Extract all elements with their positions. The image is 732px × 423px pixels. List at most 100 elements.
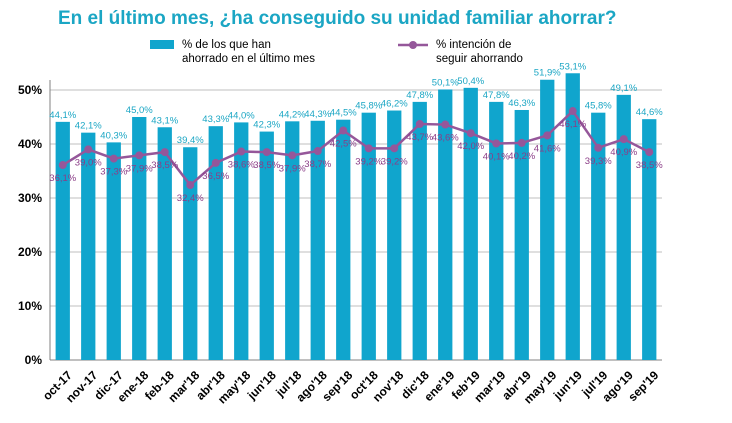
bar-data-label: 46,2%: [381, 99, 408, 110]
bar-data-label: 44,1%: [49, 110, 76, 121]
line-point: [186, 181, 195, 190]
bar-data-label: 47,8%: [406, 90, 433, 101]
line-point: [364, 144, 373, 153]
bar: [234, 122, 249, 361]
legend-marker-line: [409, 41, 417, 49]
bar: [259, 131, 274, 360]
legend-label-line: seguir ahorrando: [436, 53, 523, 65]
bar-data-label: 44,6%: [636, 107, 663, 118]
line-data-label: 40,1%: [483, 151, 510, 162]
bar-data-label: 45,8%: [355, 101, 382, 112]
line-point: [84, 145, 93, 154]
line-data-label: 38,5%: [151, 160, 178, 171]
bar: [361, 112, 376, 361]
bar: [463, 87, 478, 360]
line-point: [160, 148, 169, 157]
bar-data-label: 44,2%: [279, 109, 306, 120]
line-point: [262, 148, 271, 157]
bar-data-label: 44,5%: [330, 108, 357, 119]
bar-data-label: 43,3%: [202, 114, 229, 125]
bar-data-label: 39,4%: [177, 135, 204, 146]
y-tick-label: 50%: [18, 83, 42, 97]
bar-data-label: 43,1%: [151, 115, 178, 126]
line-data-label: 40,2%: [508, 151, 535, 162]
line-point: [313, 147, 322, 156]
line-point: [492, 139, 501, 148]
line-point: [135, 151, 144, 160]
bar: [132, 117, 147, 360]
line-data-label: 41,6%: [534, 143, 561, 154]
bar-data-label: 50,1%: [432, 77, 459, 88]
line-point: [390, 144, 399, 153]
bar-data-label: 40,3%: [100, 130, 127, 141]
line-data-label: 46,1%: [559, 119, 586, 130]
line-point: [288, 151, 297, 160]
bar: [183, 147, 198, 360]
line-data-label: 42,0%: [457, 141, 484, 152]
y-tick-label: 0%: [25, 353, 43, 367]
bar: [616, 94, 631, 361]
legend-label-line: % intención de: [436, 39, 511, 51]
line-data-label: 39,3%: [585, 156, 612, 167]
bar: [438, 89, 453, 361]
bar-data-label: 42,3%: [253, 120, 280, 131]
series-line: [62, 109, 650, 187]
line-data-label: 43,6%: [432, 133, 459, 144]
bar-data-label: 53,1%: [559, 61, 586, 72]
bar: [336, 119, 351, 360]
line-point: [619, 135, 628, 144]
line-data-label: 42,5%: [330, 139, 357, 150]
line-point: [441, 120, 450, 129]
bar: [565, 73, 580, 360]
bar: [157, 127, 172, 360]
line-data-label: 38,7%: [304, 159, 331, 170]
bar: [81, 132, 96, 360]
bar: [540, 79, 555, 361]
line-data-label: 40,9%: [610, 147, 637, 158]
line-data-label: 38,5%: [253, 160, 280, 171]
legend-swatch-bars: [150, 40, 174, 49]
line-point: [237, 147, 246, 156]
y-tick-label: 20%: [18, 245, 42, 259]
x-tick-label: jun'19: [550, 368, 585, 403]
line-point: [211, 158, 220, 167]
line-data-label: 39,2%: [355, 156, 382, 167]
bar: [310, 120, 325, 360]
bar: [285, 121, 300, 360]
bar: [642, 119, 657, 360]
y-tick-label: 30%: [18, 191, 42, 205]
bar-data-label: 42,1%: [75, 121, 102, 132]
line-point: [543, 131, 552, 140]
legend-label-bars: % de los que han: [182, 39, 271, 51]
bar: [55, 121, 70, 360]
line-data-label: 43,7%: [406, 132, 433, 143]
bar: [208, 126, 223, 361]
bar-data-label: 50,4%: [457, 76, 484, 87]
bar: [514, 109, 529, 360]
line-point: [645, 148, 654, 157]
bar: [489, 101, 504, 360]
line-data-label: 39,2%: [381, 156, 408, 167]
line-data-label: 37,9%: [279, 163, 306, 174]
bar-data-label: 44,0%: [228, 110, 255, 121]
line-point: [415, 120, 424, 129]
bar: [412, 101, 427, 360]
line-point: [568, 107, 577, 116]
line-data-label: 36,5%: [202, 171, 229, 182]
bar-data-label: 44,3%: [304, 109, 331, 120]
y-tick-label: 10%: [18, 299, 42, 313]
bar-data-label: 47,8%: [483, 90, 510, 101]
line-point: [594, 143, 603, 152]
legend-label-bars: ahorrado en el último mes: [182, 53, 315, 65]
line-data-label: 36,1%: [49, 173, 76, 184]
line-data-label: 37,3%: [100, 167, 127, 178]
line-data-label: 37,9%: [126, 163, 153, 174]
y-tick-label: 40%: [18, 137, 42, 151]
line-point: [466, 129, 475, 138]
bar-data-label: 51,9%: [534, 68, 561, 79]
line-data-label: 39,0%: [75, 157, 102, 168]
chart-title: En el último mes, ¿ha conseguido su unid…: [58, 8, 617, 29]
line-point: [517, 138, 526, 147]
bar-data-label: 49,1%: [610, 83, 637, 94]
